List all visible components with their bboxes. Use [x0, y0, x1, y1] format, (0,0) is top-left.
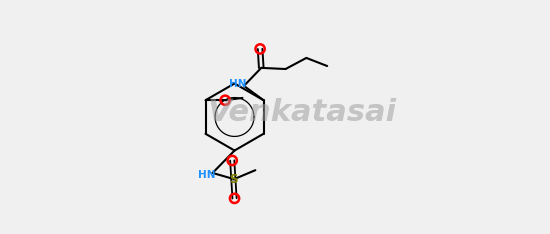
Text: S: S	[229, 173, 238, 186]
Text: HN: HN	[198, 170, 216, 180]
Text: Venkatasai: Venkatasai	[207, 98, 397, 127]
Text: HN: HN	[229, 79, 247, 89]
